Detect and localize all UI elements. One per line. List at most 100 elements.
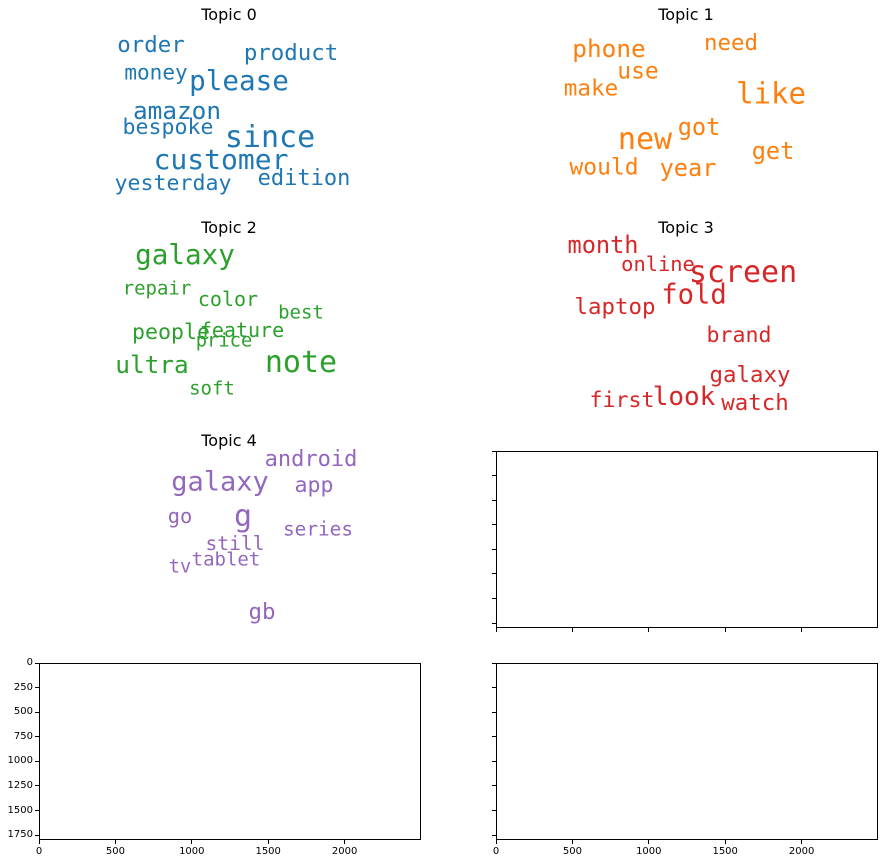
word-gb: gb — [248, 598, 276, 625]
word-fold: fold — [661, 279, 727, 311]
x-tick-label: 2000 — [331, 846, 358, 857]
word-first: first — [589, 388, 655, 414]
y-tick-mark — [35, 662, 39, 664]
x-tick-label: 1000 — [179, 846, 205, 857]
word-go: go — [167, 503, 193, 528]
y-tick-mark — [492, 548, 496, 550]
x-tick-label: 0 — [492, 846, 500, 857]
word-soft: soft — [189, 377, 235, 400]
y-tick-mark — [492, 598, 496, 599]
y-tick-label: 1750 — [7, 829, 33, 841]
word-money: money — [124, 60, 188, 85]
x-tick-mark — [801, 840, 803, 844]
y-tick-mark — [492, 785, 496, 787]
x-tick-label: 2000 — [788, 846, 815, 857]
x-tick-mark — [801, 628, 803, 632]
word-app: app — [294, 473, 334, 499]
x-tick-mark — [724, 628, 726, 632]
word-order: order — [117, 31, 185, 58]
y-tick-label: 500 — [13, 706, 33, 718]
y-tick-mark — [35, 785, 39, 787]
word-phone: phone — [572, 33, 646, 63]
x-tick-label: 1000 — [636, 846, 662, 857]
word-got: got — [677, 113, 721, 142]
y-tick-mark — [492, 475, 496, 477]
x-tick-label: 1500 — [255, 846, 281, 857]
word-note: note — [264, 345, 338, 380]
word-get: get — [751, 137, 795, 166]
y-tick-mark — [35, 810, 39, 811]
x-tick-label: 1500 — [712, 846, 738, 857]
word-amazon: amazon — [132, 95, 222, 125]
word-year: year — [659, 154, 717, 183]
x-tick-mark — [724, 840, 726, 844]
axes-frame — [39, 663, 421, 840]
axes-frame — [496, 451, 878, 628]
word-make: make — [563, 75, 619, 102]
x-tick-mark — [38, 840, 40, 844]
word-best: best — [278, 301, 324, 324]
word-still: still — [205, 532, 265, 556]
panel-title: Topic 2 — [201, 218, 257, 237]
y-tick-label: 1500 — [7, 804, 33, 816]
y-tick-mark — [492, 450, 496, 452]
y-tick-label: 1000 — [7, 755, 33, 767]
word-new: new — [617, 122, 673, 157]
word-need: need — [704, 29, 758, 56]
y-tick-mark — [492, 687, 496, 689]
word-online: online — [621, 251, 695, 276]
word-customer: customer — [153, 143, 289, 176]
word-galaxy: galaxy — [709, 361, 791, 388]
x-tick-mark — [648, 628, 650, 632]
word-price: price — [195, 330, 253, 352]
x-tick-mark — [495, 628, 497, 632]
panel-title: Topic 1 — [658, 5, 714, 24]
y-tick-mark — [492, 662, 496, 664]
y-tick-mark — [35, 736, 39, 738]
x-tick-mark — [571, 840, 573, 844]
y-tick-mark — [35, 711, 39, 713]
y-tick-mark — [35, 687, 39, 689]
word-since: since — [224, 120, 316, 155]
y-tick-mark — [492, 810, 496, 811]
y-tick-label: 0 — [26, 657, 33, 668]
y-tick-mark — [492, 736, 496, 738]
word-edition: edition — [257, 166, 351, 191]
y-tick-mark — [492, 499, 496, 501]
x-tick-label: 500 — [105, 846, 125, 857]
word-like: like — [736, 76, 806, 111]
y-tick-mark — [492, 622, 496, 624]
word-people: people — [131, 320, 211, 346]
word-repair: repair — [122, 277, 192, 300]
word-tv: tv — [168, 556, 192, 578]
x-tick-mark — [267, 840, 269, 844]
y-tick-mark — [492, 524, 496, 526]
word-would: would — [569, 154, 639, 181]
x-tick-mark — [495, 840, 497, 844]
word-color: color — [197, 287, 259, 311]
panel-title: Topic 4 — [201, 431, 257, 450]
y-tick-mark — [35, 760, 39, 762]
x-tick-label: 0 — [35, 846, 43, 857]
x-tick-mark — [191, 840, 193, 844]
y-tick-label: 250 — [13, 681, 33, 693]
y-tick-mark — [492, 711, 496, 713]
y-tick-mark — [492, 760, 496, 762]
word-galaxy: galaxy — [171, 466, 269, 498]
panel-title: Topic 0 — [201, 5, 257, 24]
panel-title: Topic 3 — [658, 218, 714, 237]
x-tick-mark — [344, 840, 346, 844]
x-tick-mark — [571, 628, 573, 632]
y-tick-mark — [492, 573, 496, 575]
word-android: android — [264, 447, 358, 472]
y-tick-label: 750 — [13, 730, 33, 742]
word-look: look — [652, 382, 716, 412]
x-tick-label: 500 — [562, 846, 582, 857]
word-ultra: ultra — [115, 349, 189, 379]
word-feature: feature — [199, 318, 285, 342]
y-tick-label: 1250 — [7, 779, 33, 791]
word-yesterday: yesterday — [114, 171, 232, 197]
word-watch: watch — [721, 389, 789, 416]
word-g: g — [233, 499, 253, 534]
x-tick-mark — [648, 840, 650, 844]
